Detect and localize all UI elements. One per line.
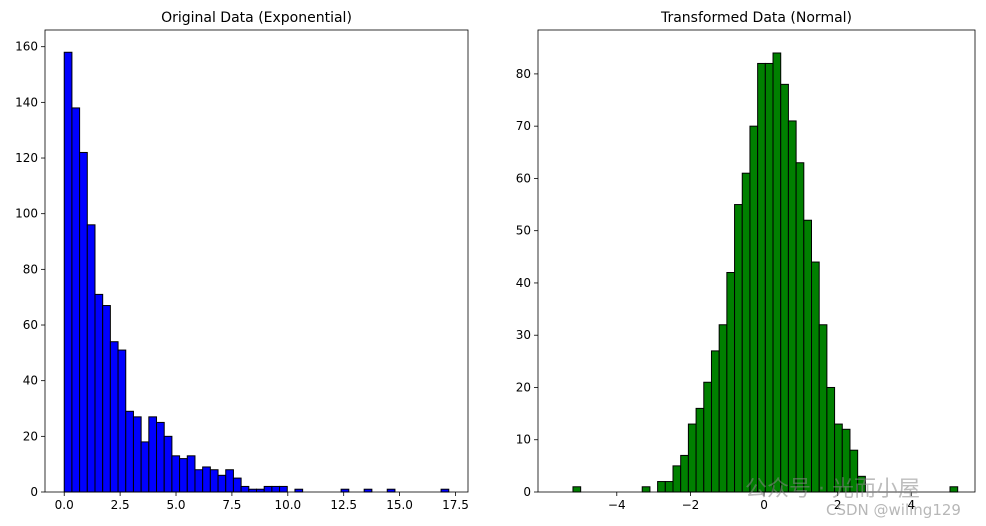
- bar: [63, 51, 73, 493]
- bar: [657, 481, 666, 493]
- bar: [232, 477, 242, 493]
- axes-frame: [537, 29, 976, 493]
- x-tick-label: 7.5: [222, 498, 241, 512]
- bar: [811, 261, 820, 493]
- bar: [132, 416, 142, 493]
- x-tick-label: 15.0: [386, 498, 413, 512]
- bar: [156, 421, 165, 493]
- bar: [695, 407, 705, 493]
- bar: [440, 488, 450, 493]
- y-tick-label: 100: [15, 207, 38, 221]
- bar: [202, 466, 211, 493]
- bar: [641, 486, 651, 493]
- chart-title: Transformed Data (Normal): [660, 10, 852, 26]
- bar: [741, 172, 751, 493]
- bar: [949, 486, 959, 493]
- x-tick-label: 0: [760, 498, 768, 512]
- y-tick-label: 120: [15, 151, 38, 165]
- bar: [818, 324, 828, 493]
- bar: [726, 271, 736, 493]
- x-tick-label: 12.5: [330, 498, 357, 512]
- bar: [209, 469, 219, 493]
- y-tick-label: 80: [23, 262, 38, 276]
- y-tick-label: 60: [516, 171, 531, 185]
- x-tick-label: 0.0: [55, 498, 74, 512]
- bar: [109, 341, 119, 493]
- x-tick-label: 4: [907, 498, 915, 512]
- bar: [225, 469, 234, 493]
- y-tick-label: 0: [523, 485, 531, 499]
- x-tick-label: −2: [682, 498, 700, 512]
- bar: [764, 62, 774, 493]
- bar: [240, 485, 250, 493]
- bar: [148, 416, 158, 493]
- bar: [179, 458, 188, 493]
- bar: [256, 488, 265, 493]
- x-tick-label: 5.0: [166, 498, 185, 512]
- bar: [687, 423, 697, 493]
- bar: [194, 469, 204, 493]
- y-tick-label: 60: [23, 318, 38, 332]
- bar: [79, 151, 88, 493]
- x-tick-label: 2.5: [111, 498, 130, 512]
- x-tick-label: 10.0: [274, 498, 301, 512]
- chart-title: Original Data (Exponential): [161, 10, 352, 26]
- bar: [772, 52, 782, 493]
- bar: [263, 485, 273, 493]
- bar: [749, 125, 759, 493]
- bar: [703, 381, 712, 493]
- bar: [171, 455, 181, 493]
- x-tick-label: 2: [834, 498, 842, 512]
- y-tick-label: 70: [516, 119, 531, 133]
- bar: [248, 488, 258, 493]
- watermark: 公众号 · 光而小屋: [745, 477, 920, 502]
- bar: [572, 486, 582, 493]
- y-tick-label: 80: [516, 67, 531, 81]
- y-tick-label: 140: [15, 95, 38, 109]
- y-tick-label: 40: [23, 374, 38, 388]
- bar: [117, 349, 127, 493]
- bar: [803, 219, 813, 493]
- bar: [340, 488, 350, 493]
- bar: [680, 454, 689, 493]
- bar: [664, 481, 674, 493]
- bar: [710, 350, 720, 493]
- bar: [757, 62, 766, 493]
- axes-frame: [44, 29, 469, 493]
- bar: [86, 224, 96, 493]
- bar: [294, 488, 304, 493]
- y-tick-label: 20: [516, 380, 531, 394]
- bar: [163, 435, 173, 493]
- bar: [125, 410, 134, 493]
- bar: [94, 293, 104, 493]
- bar: [718, 324, 728, 493]
- bar: [102, 305, 111, 493]
- y-tick-label: 30: [516, 328, 531, 342]
- y-tick-label: 0: [30, 485, 38, 499]
- x-tick-label: 17.5: [442, 498, 469, 512]
- watermark: CSDN @wiling129: [826, 501, 961, 519]
- y-tick-label: 50: [516, 224, 531, 238]
- bar: [71, 107, 81, 493]
- bar: [140, 441, 150, 493]
- y-tick-label: 10: [516, 433, 531, 447]
- y-tick-label: 40: [516, 276, 531, 290]
- bar: [217, 474, 227, 493]
- bar: [363, 488, 373, 493]
- bar: [795, 162, 805, 493]
- bar: [186, 455, 196, 493]
- bar: [787, 120, 797, 493]
- bar: [386, 488, 396, 493]
- bar: [672, 465, 682, 493]
- y-tick-label: 20: [23, 429, 38, 443]
- bar: [780, 83, 789, 493]
- bar: [734, 204, 743, 493]
- bar: [279, 485, 288, 493]
- bar: [271, 485, 281, 493]
- x-tick-label: −4: [608, 498, 626, 512]
- y-tick-label: 160: [15, 40, 38, 54]
